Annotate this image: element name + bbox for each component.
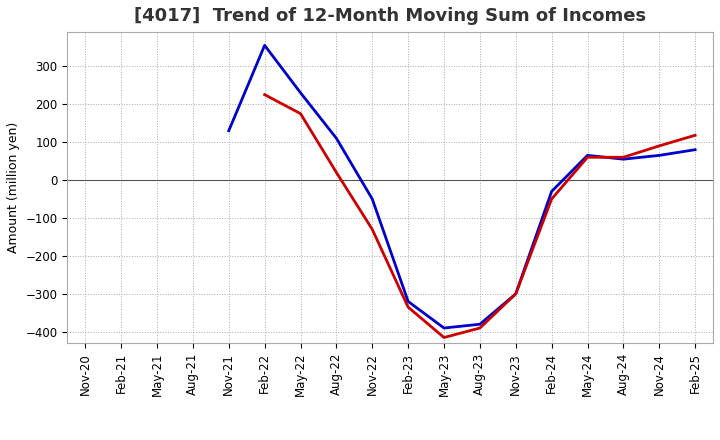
Net Income	[440, 335, 449, 340]
Ordinary Income	[476, 322, 485, 327]
Net Income	[296, 111, 305, 116]
Ordinary Income	[404, 299, 413, 304]
Ordinary Income	[440, 326, 449, 331]
Title: [4017]  Trend of 12-Month Moving Sum of Incomes: [4017] Trend of 12-Month Moving Sum of I…	[134, 7, 647, 25]
Net Income	[511, 291, 520, 297]
Net Income	[690, 132, 699, 138]
Ordinary Income	[225, 128, 233, 133]
Net Income	[404, 304, 413, 310]
Ordinary Income	[261, 43, 269, 48]
Ordinary Income	[583, 153, 592, 158]
Y-axis label: Amount (million yen): Amount (million yen)	[7, 122, 20, 253]
Net Income	[655, 143, 664, 149]
Net Income	[547, 196, 556, 202]
Ordinary Income	[655, 153, 664, 158]
Line: Net Income: Net Income	[265, 95, 695, 337]
Net Income	[583, 154, 592, 160]
Ordinary Income	[368, 196, 377, 202]
Net Income	[476, 326, 485, 331]
Ordinary Income	[547, 189, 556, 194]
Ordinary Income	[690, 147, 699, 152]
Net Income	[619, 154, 628, 160]
Ordinary Income	[511, 291, 520, 297]
Net Income	[261, 92, 269, 97]
Net Income	[368, 227, 377, 232]
Ordinary Income	[619, 157, 628, 162]
Ordinary Income	[296, 90, 305, 95]
Ordinary Income	[332, 136, 341, 141]
Line: Ordinary Income: Ordinary Income	[229, 45, 695, 328]
Net Income	[332, 170, 341, 175]
